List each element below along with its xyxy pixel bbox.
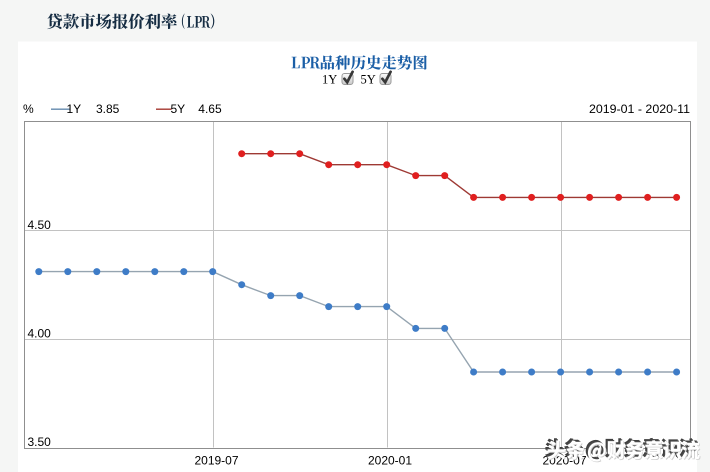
svg-text:4.50: 4.50 [28, 218, 52, 232]
svg-text:1Y: 1Y [67, 102, 82, 116]
svg-text:2019-07: 2019-07 [194, 454, 238, 468]
svg-text:3.85: 3.85 [96, 102, 120, 116]
svg-text:5Y: 5Y [361, 73, 376, 87]
svg-text:4.65: 4.65 [198, 102, 222, 116]
svg-text:3.50: 3.50 [28, 435, 52, 449]
svg-text:5Y: 5Y [171, 102, 186, 116]
svg-text:1Y: 1Y [322, 73, 337, 87]
svg-text:2019-01 - 2020-11: 2019-01 - 2020-11 [589, 102, 690, 116]
svg-text:%: % [23, 102, 34, 116]
svg-text:2020-01: 2020-01 [368, 454, 412, 468]
svg-text:4.00: 4.00 [28, 327, 52, 341]
